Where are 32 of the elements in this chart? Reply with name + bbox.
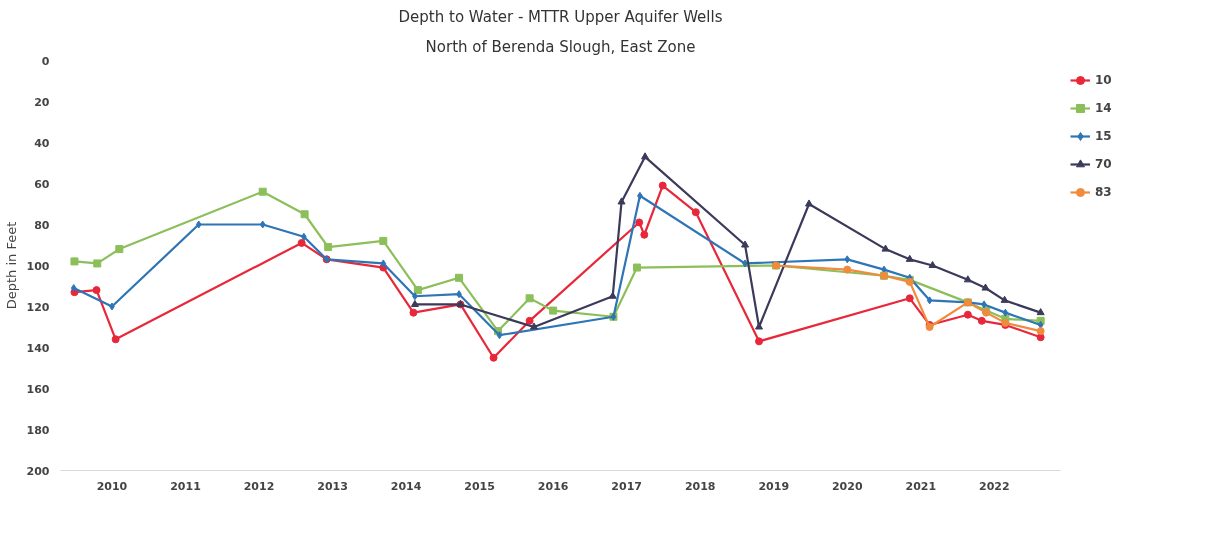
x-tick-label: 2013 bbox=[317, 479, 348, 493]
legend-label: 70 bbox=[1095, 157, 1113, 171]
y-tick-label: 60 bbox=[34, 177, 50, 191]
chart-subtitle: North of Berenda Slough, East Zone bbox=[425, 37, 696, 56]
x-tick-label: 2012 bbox=[243, 479, 275, 493]
x-tick-label: 2018 bbox=[684, 479, 716, 493]
x-tick-label: 2017 bbox=[611, 479, 642, 493]
y-tick-label: 160 bbox=[26, 382, 50, 396]
y-tick-label: 0 bbox=[41, 54, 50, 68]
legend-label: 10 bbox=[1095, 73, 1113, 87]
legend-label: 14 bbox=[1095, 101, 1113, 115]
x-tick-label: 2016 bbox=[537, 479, 569, 493]
x-tick-label: 2020 bbox=[831, 479, 863, 493]
x-tick-label: 2022 bbox=[979, 479, 1010, 493]
y-tick-label: 80 bbox=[34, 218, 50, 232]
y-tick-label: 180 bbox=[26, 423, 50, 437]
x-tick-label: 2010 bbox=[96, 479, 128, 493]
y-tick-label: 140 bbox=[26, 341, 50, 355]
x-tick-label: 2021 bbox=[905, 479, 937, 493]
y-tick-label: 120 bbox=[26, 300, 50, 314]
legend-label: 15 bbox=[1095, 129, 1113, 143]
y-tick-label: 20 bbox=[34, 95, 50, 109]
y-axis-title: Depth in Feet bbox=[3, 221, 19, 310]
x-tick-label: 2015 bbox=[464, 479, 495, 493]
chart-title: Depth to Water - MTTR Upper Aquifer Wells bbox=[398, 7, 723, 26]
legend-label: 83 bbox=[1095, 185, 1113, 199]
x-tick-label: 2014 bbox=[390, 479, 422, 493]
y-tick-label: 40 bbox=[34, 136, 50, 150]
y-tick-label: 200 bbox=[26, 464, 50, 478]
x-tick-label: 2011 bbox=[170, 479, 201, 493]
y-tick-label: 100 bbox=[26, 259, 50, 273]
x-tick-label: 2019 bbox=[758, 479, 790, 493]
